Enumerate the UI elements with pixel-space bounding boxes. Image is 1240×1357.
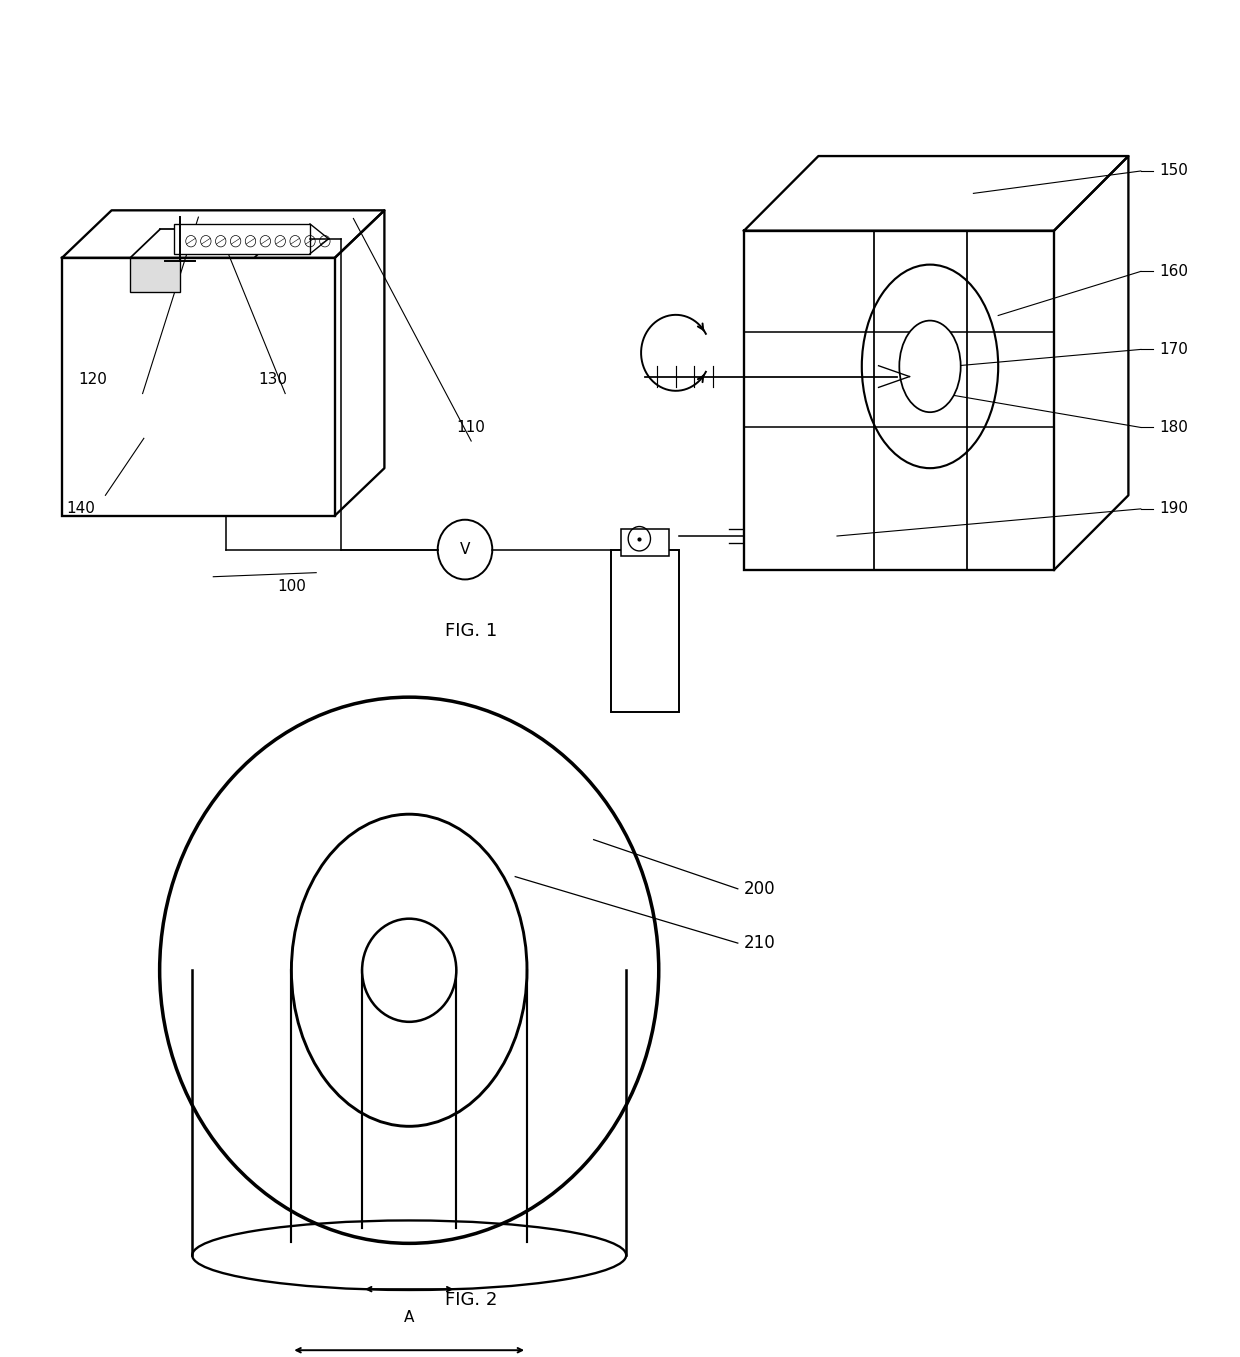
Bar <box>130 258 180 292</box>
Text: 200: 200 <box>744 879 776 898</box>
Text: 160: 160 <box>1159 263 1188 280</box>
Text: A: A <box>404 1310 414 1324</box>
Text: 210: 210 <box>744 934 776 953</box>
Text: 170: 170 <box>1159 342 1188 357</box>
Text: 140: 140 <box>66 501 95 517</box>
Text: 180: 180 <box>1159 419 1188 436</box>
Text: 110: 110 <box>456 419 486 436</box>
Ellipse shape <box>899 320 961 413</box>
Bar <box>62 258 335 516</box>
Bar <box>174 224 310 254</box>
Bar <box>611 550 680 712</box>
Text: V: V <box>460 541 470 558</box>
Bar <box>744 231 1054 570</box>
Text: 190: 190 <box>1159 501 1188 517</box>
Bar <box>621 529 668 556</box>
Circle shape <box>362 919 456 1022</box>
Text: FIG. 2: FIG. 2 <box>445 1291 497 1310</box>
Text: 150: 150 <box>1159 163 1188 179</box>
Text: 130: 130 <box>258 372 288 388</box>
Text: 120: 120 <box>78 372 108 388</box>
Text: 100: 100 <box>277 578 306 594</box>
Text: FIG. 1: FIG. 1 <box>445 622 497 641</box>
